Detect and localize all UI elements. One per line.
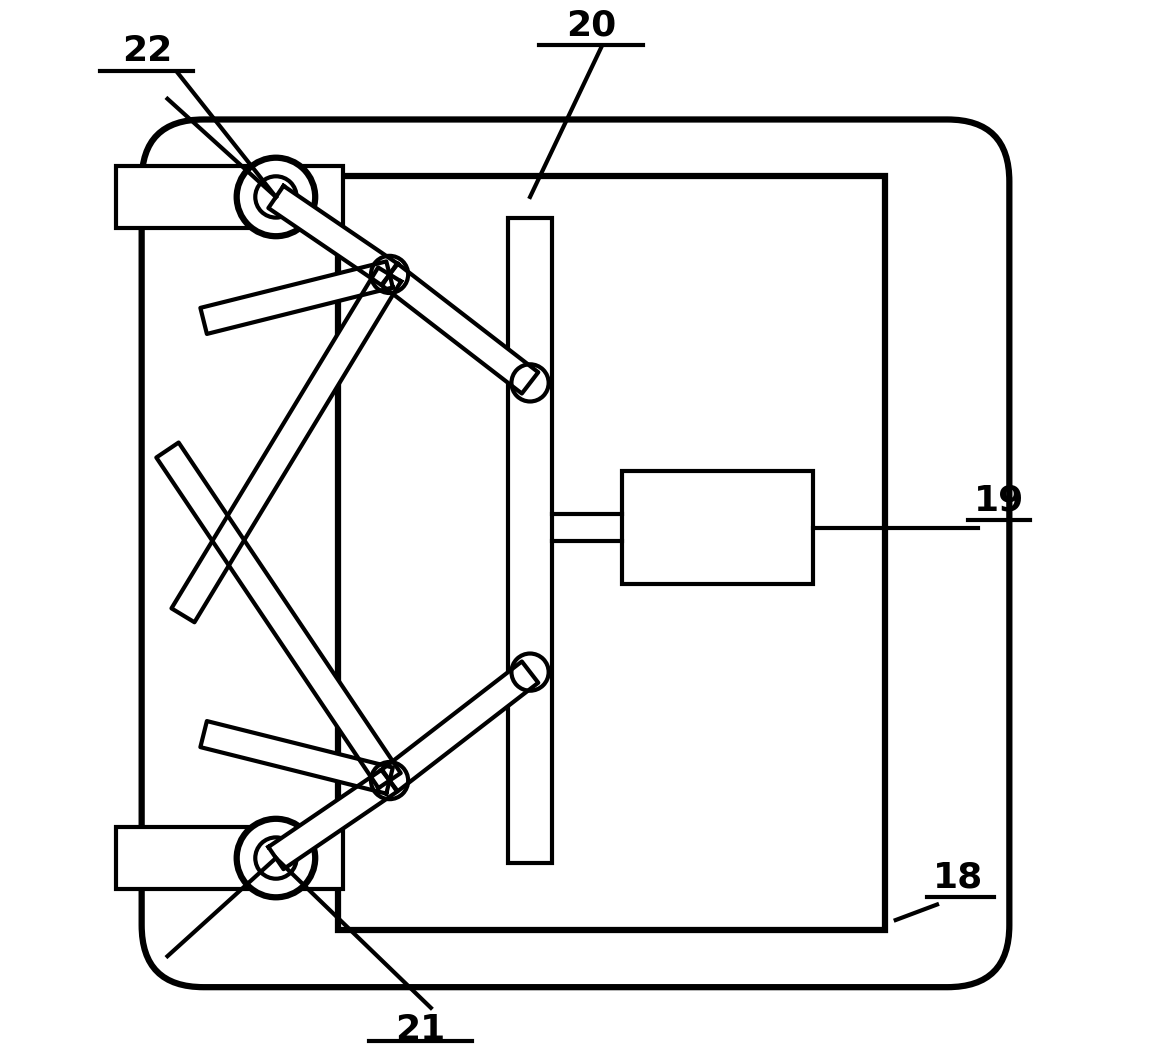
Circle shape: [237, 819, 315, 898]
Bar: [509, 217, 551, 863]
Polygon shape: [200, 721, 392, 793]
Circle shape: [371, 762, 409, 800]
Text: 21: 21: [396, 1013, 445, 1047]
Circle shape: [237, 157, 315, 236]
Circle shape: [511, 364, 549, 402]
Bar: [116, 827, 343, 889]
Polygon shape: [268, 769, 397, 869]
Polygon shape: [200, 262, 392, 334]
Text: 20: 20: [566, 8, 616, 42]
Text: 18: 18: [932, 860, 983, 895]
Text: 19: 19: [974, 483, 1024, 517]
Circle shape: [371, 255, 409, 293]
Bar: [116, 166, 343, 228]
Polygon shape: [381, 264, 539, 394]
Polygon shape: [381, 661, 539, 791]
Polygon shape: [157, 442, 401, 788]
Bar: [338, 176, 885, 931]
Bar: [622, 471, 813, 584]
Polygon shape: [171, 268, 401, 622]
Polygon shape: [268, 186, 397, 286]
Circle shape: [256, 838, 297, 879]
Circle shape: [511, 653, 549, 691]
Text: 22: 22: [122, 34, 171, 68]
Circle shape: [256, 176, 297, 217]
